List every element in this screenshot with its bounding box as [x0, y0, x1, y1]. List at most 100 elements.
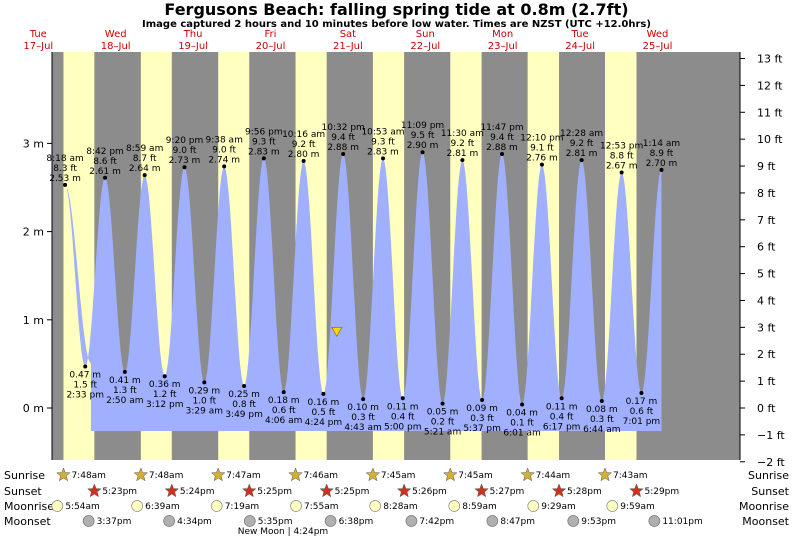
- high-tide-time: 11:30 am: [441, 129, 484, 139]
- right-axis-label: 7 ft: [757, 214, 776, 227]
- date-label: 20–Jul: [256, 41, 286, 52]
- moonset-time: 8:47pm: [500, 517, 535, 527]
- right-axis-label: 9 ft: [757, 160, 776, 173]
- moonrise-time: 9:29am: [541, 502, 576, 512]
- right-axis-label: 1 ft: [757, 375, 776, 388]
- low-tide-point: [122, 369, 127, 374]
- high-tide-point: [63, 182, 68, 187]
- sunset-icon: [241, 483, 257, 498]
- sunrise-time: 7:45am: [381, 471, 416, 481]
- row-label-right: Moonset: [742, 515, 789, 528]
- moonset-time: 5:35pm: [258, 517, 293, 527]
- low-tide-ft: 0.1 ft: [510, 418, 534, 428]
- right-axis-label: 11 ft: [757, 106, 783, 119]
- high-tide-m: 2.83 m: [367, 147, 399, 157]
- moonset-icon: [324, 515, 337, 527]
- low-tide-m: 0.36 m: [149, 380, 181, 390]
- sunset-icon: [396, 483, 412, 498]
- date-label: 23–Jul: [488, 41, 518, 52]
- high-tide-time: 11:47 pm: [480, 123, 523, 133]
- low-tide-point: [202, 380, 207, 385]
- high-tide-ft: 8.9 ft: [650, 149, 674, 159]
- right-axis-label: 13 ft: [757, 53, 783, 66]
- low-tide-m: 0.47 m: [69, 371, 101, 381]
- right-axis-label: 5 ft: [757, 268, 776, 281]
- moonrise-time: 7:19am: [225, 502, 259, 512]
- low-tide-m: 0.10 m: [347, 403, 379, 413]
- low-tide-time: 5:37 pm: [463, 424, 501, 434]
- moonrise-icon: [51, 500, 64, 512]
- low-tide-ft: 1.0 ft: [192, 396, 216, 406]
- high-tide-time: 8:59 am: [126, 144, 163, 154]
- high-tide-point: [301, 159, 306, 164]
- low-tide-ft: 0.3 ft: [590, 415, 614, 425]
- high-tide-time: 8:42 pm: [86, 147, 124, 157]
- low-tide-time: 2:33 pm: [66, 391, 104, 401]
- low-tide-m: 0.17 m: [626, 397, 658, 407]
- high-tide-m: 2.73 m: [169, 156, 201, 166]
- low-tide-time: 4:06 am: [265, 416, 302, 426]
- high-tide-point: [460, 158, 465, 163]
- row-label-left: Moonset: [4, 515, 51, 528]
- moonset-time: 9:53pm: [581, 517, 616, 527]
- low-tide-ft: 0.2 ft: [431, 418, 455, 428]
- high-tide-point: [659, 167, 664, 172]
- low-tide-m: 0.25 m: [228, 390, 260, 400]
- right-axis-label: 0 ft: [757, 402, 776, 415]
- high-tide-time: 8:18 am: [46, 154, 83, 164]
- high-tide-ft: 9.2 ft: [292, 140, 316, 150]
- moonset-time: 11:01pm: [662, 517, 702, 527]
- low-tide-point: [599, 398, 604, 403]
- sunset-time: 5:23pm: [102, 487, 137, 497]
- moonset-icon: [648, 515, 661, 527]
- low-tide-ft: 1.5 ft: [73, 381, 97, 391]
- new-moon-note: New Moon | 4:24pm: [238, 527, 328, 537]
- high-tide-m: 2.76 m: [526, 154, 558, 164]
- moonset-icon: [163, 515, 175, 527]
- daylight-band: [63, 52, 95, 460]
- high-tide-point: [222, 164, 227, 169]
- moonrise-time: 9:59am: [620, 502, 655, 512]
- high-tide-m: 2.64 m: [129, 164, 161, 174]
- low-tide-m: 0.11 m: [387, 402, 419, 412]
- high-tide-ft: 8.8 ft: [610, 152, 634, 162]
- low-tide-point: [361, 397, 366, 402]
- day-of-week-label: Tue: [571, 29, 589, 40]
- low-tide-ft: 1.3 ft: [113, 386, 137, 396]
- date-label: 22–Jul: [410, 41, 440, 52]
- high-tide-m: 2.67 m: [606, 162, 638, 172]
- right-axis-label: 12 ft: [757, 79, 783, 92]
- low-tide-point: [480, 398, 485, 403]
- row-label-left: Sunset: [4, 485, 42, 498]
- low-tide-time: 6:44 am: [583, 425, 620, 435]
- low-tide-point: [400, 396, 405, 401]
- day-of-week-label: Thu: [183, 29, 203, 40]
- sunset-time: 5:24pm: [180, 487, 215, 497]
- low-tide-ft: 0.4 ft: [391, 412, 415, 422]
- high-tide-point: [261, 156, 266, 161]
- moonset-icon: [405, 515, 418, 527]
- day-of-week-label: Fri: [265, 29, 277, 40]
- high-tide-point: [341, 151, 346, 156]
- sunset-time: 5:28pm: [567, 487, 602, 497]
- low-tide-time: 5:00 pm: [384, 422, 422, 432]
- high-tide-ft: 9.2 ft: [570, 139, 594, 149]
- sunset-icon: [319, 483, 334, 498]
- high-tide-point: [579, 158, 584, 163]
- low-tide-m: 0.09 m: [466, 404, 498, 414]
- low-tide-ft: 0.6 ft: [630, 407, 654, 417]
- day-of-week-label: Tue: [29, 29, 47, 40]
- high-tide-ft: 9.5 ft: [411, 131, 435, 141]
- right-axis-label: −2 ft: [757, 456, 785, 469]
- sunset-time: 5:25pm: [257, 487, 292, 497]
- high-tide-m: 2.88 m: [486, 143, 518, 153]
- current-level-marker: [331, 327, 343, 338]
- chart-title: Fergusons Beach: falling spring tide at …: [164, 0, 629, 19]
- moonrise-icon: [131, 500, 143, 512]
- low-tide-m: 0.18 m: [268, 396, 300, 406]
- sunset-icon: [629, 483, 644, 498]
- moonset-icon: [567, 515, 580, 527]
- left-axis-label: 3 m: [23, 137, 44, 150]
- high-tide-ft: 9.1 ft: [530, 144, 554, 154]
